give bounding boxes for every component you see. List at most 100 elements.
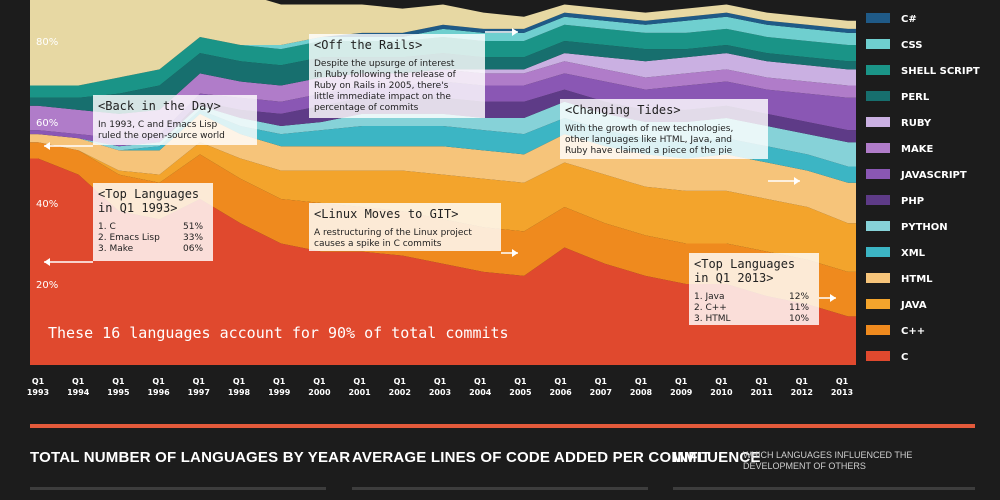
legend-label: C [901, 352, 908, 363]
legend-label: CSS [901, 40, 922, 51]
annotation-title: <Top Languages [694, 257, 795, 271]
x-tick-label: 1995 [107, 388, 130, 397]
legend-swatch [866, 247, 890, 257]
x-tick-label: Q1 [595, 377, 608, 386]
section-divider [30, 424, 975, 428]
x-tick-label: Q1 [635, 377, 648, 386]
x-tick-label: 2002 [389, 388, 411, 397]
x-tick-label: Q1 [353, 377, 366, 386]
annotation-title: <Off the Rails> [314, 38, 422, 52]
x-tick-label: Q1 [112, 377, 125, 386]
annotation-body: With the growth of new technologies, [565, 124, 733, 134]
annotation-tides: <Changing Tides> With the growth of new t… [560, 99, 768, 159]
legend-label: PYTHON [901, 222, 948, 233]
legend-swatch [866, 117, 890, 127]
x-tick-label: Q1 [796, 377, 809, 386]
legend-swatch [866, 143, 890, 153]
annotation-row-name: 3. HTML [694, 314, 731, 324]
x-tick-label: Q1 [313, 377, 326, 386]
area-ruby [30, 53, 856, 114]
area-css [30, 16, 856, 86]
annotation-git: <Linux Moves to GIT> A restructuring of t… [309, 203, 501, 251]
x-tick-label: 2000 [308, 388, 331, 397]
section-rule [352, 487, 648, 490]
x-tick-label: Q1 [233, 377, 246, 386]
legend-swatch [866, 65, 890, 75]
annotation-title: <Linux Moves to GIT> [314, 207, 459, 221]
x-tick-label: Q1 [193, 377, 206, 386]
x-tick-label: 2011 [750, 388, 773, 397]
annotation-body: causes a spike in C commits [314, 239, 442, 249]
x-tick-label: 2009 [670, 388, 693, 397]
x-tick-label: Q1 [715, 377, 728, 386]
annotation-body: other languages like HTML, Java, and [565, 135, 732, 145]
legend-label: MAKE [901, 144, 933, 155]
annotation-title: in Q1 1993> [98, 201, 177, 215]
influence-sub-line: DEVELOPMENT OF OTHERS [743, 461, 866, 471]
annotation-arrow-head [794, 177, 800, 185]
area-c- [30, 12, 856, 86]
y-tick-label: 60% [36, 118, 58, 129]
annotation-row-name: 1. Java [694, 292, 724, 302]
annotation-row-pct: 33% [183, 233, 203, 243]
legend-swatch [866, 13, 890, 23]
x-tick-label: 2008 [630, 388, 653, 397]
legend-label: RUBY [901, 118, 932, 129]
legend-swatch [866, 325, 890, 335]
x-tick-label: 2013 [831, 388, 853, 397]
legend-label: SHELL SCRIPT [901, 66, 980, 77]
annotation-body: in Ruby following the release of [314, 70, 457, 80]
annotation-arrow-head [512, 28, 518, 36]
area-javascript [30, 73, 856, 147]
annotation-body: little immediate impact on the [314, 92, 451, 102]
x-tick-label: 2003 [429, 388, 451, 397]
annotation-row-pct: 12% [789, 292, 809, 302]
stacked-area-chart: 80% 60% 40% 20% <Back in the Day> In 1993, C… [26, 0, 980, 397]
annotation-body: percentage of commits [314, 103, 419, 113]
x-tick-label: 2007 [590, 388, 612, 397]
section-rule [673, 487, 975, 490]
annotation-body: A restructuring of the Linux project [314, 228, 472, 238]
annotation-body: ruled the open-source world [98, 131, 225, 141]
x-tick-label: Q1 [755, 377, 768, 386]
x-tick-label: 1996 [147, 388, 170, 397]
legend-label: C++ [901, 326, 925, 337]
legend-label: PHP [901, 196, 924, 207]
y-tick-labels: 80% 60% 40% 20% [36, 37, 58, 291]
x-tick-label: 2012 [791, 388, 813, 397]
x-tick-label: Q1 [474, 377, 487, 386]
annotation-body: Despite the upsurge of interest [314, 59, 455, 69]
legend-swatch [866, 351, 890, 361]
x-tick-label: 2004 [469, 388, 492, 397]
annotation-row-pct: 51% [183, 222, 203, 232]
x-tick-label: 1997 [188, 388, 210, 397]
annotation-arrow-head [830, 294, 836, 302]
annotation-arrow-head [44, 258, 50, 266]
y-tick-label: 80% [36, 37, 58, 48]
legend-swatch [866, 195, 890, 205]
x-tick-label: Q1 [836, 377, 849, 386]
annotation-title: <Back in the Day> [98, 99, 221, 113]
annotations: <Back in the Day> In 1993, C and Emacs Li… [44, 28, 836, 325]
legend-swatch [866, 299, 890, 309]
section-subtitle-influence: WHICH LANGUAGES INFLUENCED THE DEVELOPME… [743, 450, 912, 472]
x-tick-label: Q1 [434, 377, 447, 386]
annotation-title: <Top Languages [98, 187, 199, 201]
annotation-title: in Q1 2013> [694, 271, 773, 285]
legend-label: JAVASCRIPT [900, 170, 967, 181]
x-tick-label: 1993 [27, 388, 49, 397]
annotation-row-name: 2. C++ [694, 303, 727, 313]
x-tick-label: Q1 [675, 377, 688, 386]
x-tick-label: Q1 [72, 377, 85, 386]
annotation-body: In 1993, C and Emacs Lisp [98, 120, 217, 130]
legend-label: PERL [901, 92, 930, 103]
legend-swatch [866, 39, 890, 49]
area-make [30, 61, 856, 139]
annotation-body: Ruby have claimed a piece of the pie [565, 146, 733, 156]
annotation-row-name: 2. Emacs Lisp [98, 233, 160, 243]
x-tick-label: 2006 [549, 388, 572, 397]
annotation-row-pct: 10% [789, 314, 809, 324]
x-tick-label: 2010 [710, 388, 733, 397]
annotation-row-name: 3. Make [98, 244, 134, 254]
